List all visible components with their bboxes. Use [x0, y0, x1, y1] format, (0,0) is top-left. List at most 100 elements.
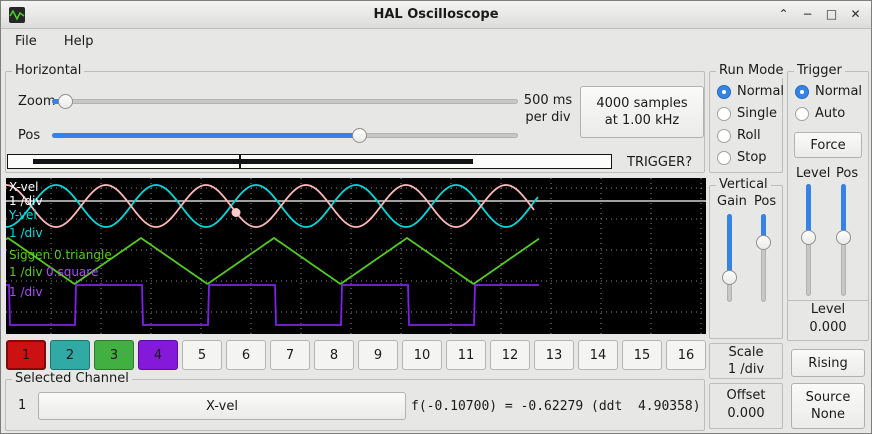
- zoom-slider-groove[interactable]: [52, 98, 518, 104]
- trigger-source-button[interactable]: Source None: [791, 383, 865, 429]
- radio-icon: [717, 106, 731, 121]
- horizontal-pos-slider[interactable]: [52, 126, 518, 144]
- horizontal-group-label: Horizontal: [12, 63, 85, 78]
- run-mode-group-label: Run Mode: [716, 63, 787, 78]
- channel-button[interactable]: 13: [534, 340, 574, 370]
- pos-slider-fill: [52, 132, 360, 138]
- channel-button[interactable]: 10: [402, 340, 442, 370]
- samples-button[interactable]: 4000 samples at 1.00 kHz: [580, 86, 704, 138]
- trigger-edge-button[interactable]: Rising: [791, 349, 865, 377]
- trigger-source-line2: None: [811, 407, 845, 422]
- channel-button[interactable]: 1: [6, 340, 46, 370]
- menu-help[interactable]: Help: [63, 34, 94, 49]
- radio-label: Normal: [815, 84, 863, 99]
- channel-name-button[interactable]: X-vel: [38, 392, 406, 420]
- trigger-pos-label: Pos: [836, 166, 859, 181]
- shade-button[interactable]: ⌃: [778, 7, 789, 21]
- pos-label: Pos: [18, 128, 41, 143]
- record-view-bar[interactable]: [7, 154, 612, 169]
- trigger-group: Trigger Normal Auto Force Level Pos: [787, 63, 869, 341]
- selected-channel-group-label: Selected Channel: [12, 371, 132, 386]
- channel-value-readout: f(-0.10700) = -0.62279 (ddt 4.90358): [411, 399, 701, 414]
- run-mode-radio[interactable]: Stop: [717, 150, 784, 165]
- selected-channel-number: 1: [18, 398, 27, 413]
- offset-readout: Offset 0.000: [709, 383, 783, 429]
- title-bar[interactable]: HAL Oscilloscope ⌃ − □ ✕: [1, 1, 871, 29]
- channel-button[interactable]: 11: [446, 340, 486, 370]
- time-per-div-unit: per div: [525, 110, 571, 125]
- radio-icon: [717, 128, 731, 143]
- window-title: HAL Oscilloscope: [373, 7, 499, 22]
- vertical-group-label: Vertical: [716, 177, 771, 192]
- channel-button[interactable]: 6: [226, 340, 266, 370]
- run-mode-radio[interactable]: Roll: [717, 128, 784, 143]
- channel-button[interactable]: 7: [270, 340, 310, 370]
- close-button[interactable]: ✕: [850, 7, 861, 21]
- channel-button[interactable]: 9: [358, 340, 398, 370]
- trigger-mode-radio[interactable]: Normal: [795, 84, 862, 99]
- channel-button[interactable]: 15: [622, 340, 662, 370]
- run-mode-radio[interactable]: Normal: [717, 84, 784, 99]
- zoom-label: Zoom: [18, 94, 56, 109]
- channel-button[interactable]: 3: [94, 340, 134, 370]
- vertical-pos-label: Pos: [754, 194, 777, 209]
- trigger-question-label: TRIGGER?: [627, 155, 693, 170]
- pos-slider-knob[interactable]: [352, 127, 368, 143]
- vertical-gain-label: Gain: [717, 194, 747, 209]
- trigger-pos-fill: [841, 184, 846, 238]
- channel-button[interactable]: 16: [666, 340, 706, 370]
- radio-label: Auto: [815, 106, 846, 121]
- radio-icon: [717, 84, 731, 99]
- channel-row: 1 2 3 4 5 6 7 8 9 10 11 12 13 14 15: [6, 340, 706, 370]
- trace-Siggen 0.square: [6, 284, 539, 326]
- trigger-mode-radio[interactable]: Auto: [795, 106, 862, 121]
- channel-button[interactable]: 4: [138, 340, 178, 370]
- app-icon: [9, 7, 25, 23]
- channel-button[interactable]: 14: [578, 340, 618, 370]
- zoom-slider[interactable]: [52, 92, 518, 110]
- trigger-point-marker: [231, 208, 241, 217]
- trigger-radio-list: Normal Auto: [795, 84, 862, 121]
- trigger-level-readout-value: 0.000: [809, 320, 847, 335]
- run-mode-radio-list: Normal Single Roll Stop: [717, 84, 784, 165]
- trigger-pos-slider[interactable]: [836, 184, 851, 296]
- vertical-pos-fill: [761, 214, 766, 243]
- trace-Y-vel: [6, 184, 539, 228]
- radio-icon: [717, 150, 731, 165]
- vertical-gain-slider[interactable]: [722, 214, 737, 302]
- vertical-pos-knob[interactable]: [756, 234, 771, 250]
- radio-label: Single: [737, 106, 777, 121]
- channel-button[interactable]: 8: [314, 340, 354, 370]
- channel-button[interactable]: 5: [182, 340, 222, 370]
- vertical-pos-slider[interactable]: [756, 214, 771, 302]
- radio-label: Normal: [737, 84, 785, 99]
- trigger-level-fill: [806, 184, 811, 238]
- run-mode-group: Run Mode Normal Single Roll: [709, 63, 787, 173]
- vertical-gain-knob[interactable]: [722, 269, 737, 285]
- radio-icon: [795, 106, 809, 121]
- samples-line2: at 1.00 kHz: [604, 113, 680, 128]
- record-view-window[interactable]: [33, 159, 473, 164]
- trigger-level-knob[interactable]: [801, 230, 816, 246]
- vertical-gain-fill: [727, 214, 732, 278]
- scope-display: X-vel 1 /div Y-vel 1 /div Siggen 0.trian…: [6, 178, 706, 334]
- channel-button[interactable]: 12: [490, 340, 530, 370]
- offset-label: Offset: [726, 388, 766, 403]
- radio-label: Stop: [737, 150, 767, 165]
- horizontal-group: Horizontal Zoom 500 ms per div 4000 samp…: [5, 63, 705, 173]
- zoom-slider-knob[interactable]: [58, 93, 74, 109]
- scale-value: 1 /div: [727, 362, 765, 377]
- trigger-pos-knob[interactable]: [836, 230, 851, 246]
- menu-file[interactable]: File: [15, 34, 37, 49]
- minimize-button[interactable]: −: [802, 7, 813, 21]
- time-per-div-value: 500 ms: [523, 93, 573, 108]
- scope-canvas: [6, 178, 706, 334]
- trigger-level-slider[interactable]: [801, 184, 816, 296]
- trigger-level-readout-label: Level: [810, 302, 846, 317]
- channel-button[interactable]: 2: [50, 340, 90, 370]
- run-mode-radio[interactable]: Single: [717, 106, 784, 121]
- radio-icon: [795, 84, 809, 99]
- maximize-button[interactable]: □: [825, 7, 838, 21]
- force-button[interactable]: Force: [794, 132, 862, 158]
